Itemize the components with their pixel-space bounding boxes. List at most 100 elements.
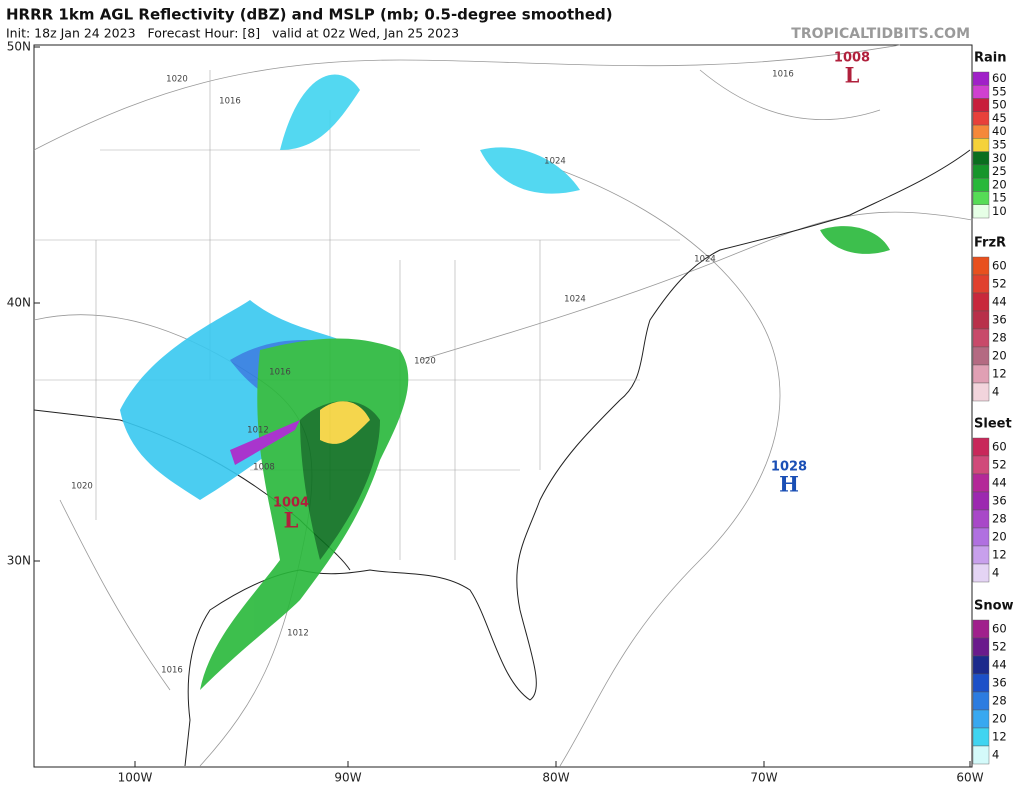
legend-swatch xyxy=(972,346,990,366)
pressure-value: 1008 xyxy=(834,51,870,66)
legend-swatch xyxy=(972,204,990,219)
legend-tick: 60 xyxy=(992,71,1007,85)
legend-swatch xyxy=(972,256,990,276)
lon-label: 80W xyxy=(542,771,569,785)
legend-swatch xyxy=(972,473,990,493)
isobars xyxy=(33,44,973,767)
legend-swatch xyxy=(972,191,990,205)
legend-tick: 45 xyxy=(992,111,1007,125)
lon-label: 60W xyxy=(956,771,983,785)
pressure-center: L xyxy=(845,63,860,88)
legend-swatch xyxy=(972,545,990,565)
pressure-center: H xyxy=(779,472,799,497)
legend-swatch xyxy=(972,124,990,139)
legend-tick: 12 xyxy=(992,548,1007,562)
legend-tick: 28 xyxy=(992,331,1007,345)
subtitle: Init: 18z Jan 24 2023 Forecast Hour: [8]… xyxy=(6,26,459,41)
legend-swatch xyxy=(972,310,990,330)
legend-swatch xyxy=(972,527,990,547)
legend-tick: 44 xyxy=(992,476,1007,490)
legend-tick: 12 xyxy=(992,367,1007,381)
legend-swatch xyxy=(972,727,990,747)
legend-swatch xyxy=(972,177,990,192)
legend-swatch xyxy=(972,364,990,384)
pressure-value: 1004 xyxy=(273,496,309,511)
legend-swatch xyxy=(972,619,990,639)
isobar-label: 1016 xyxy=(772,70,794,80)
pressure-value: 1028 xyxy=(771,460,807,475)
legend-tick: 4 xyxy=(992,566,999,580)
legend-swatch xyxy=(972,455,990,475)
legend-swatch xyxy=(972,745,990,765)
legend-tick: 28 xyxy=(992,512,1007,526)
legend-title: FrzR xyxy=(974,236,1006,251)
isobar-label: 1020 xyxy=(414,357,436,367)
legend-tick: 52 xyxy=(992,458,1007,472)
isobar-label: 1020 xyxy=(71,482,93,492)
legend-tick: 4 xyxy=(992,748,999,762)
legend-tick: 30 xyxy=(992,151,1007,165)
lat-label: 40N xyxy=(7,296,31,310)
legend-title: Sleet xyxy=(974,417,1012,432)
legend-tick: 15 xyxy=(992,191,1007,205)
legend-tick: 60 xyxy=(992,259,1007,273)
legend-tick: 20 xyxy=(992,349,1007,363)
legend-swatch xyxy=(972,673,990,693)
site-name: TROPICALTIDBITS.COM xyxy=(791,26,970,42)
isobar-label: 1024 xyxy=(694,255,716,265)
lon-label: 100W xyxy=(118,771,153,785)
legend-swatch xyxy=(972,164,990,179)
legend-tick: 60 xyxy=(992,622,1007,636)
precipitation xyxy=(120,74,890,690)
isobar-label: 1008 xyxy=(253,463,275,473)
legend-swatch xyxy=(972,328,990,348)
legend-swatch xyxy=(972,71,990,86)
lat-label: 50N xyxy=(7,40,31,54)
legend-tick: 4 xyxy=(992,385,999,399)
legend-swatch xyxy=(972,138,990,152)
legend-tick: 25 xyxy=(992,164,1007,178)
legend-swatch xyxy=(972,98,990,113)
isobar-label: 1016 xyxy=(269,368,291,378)
legend-tick: 52 xyxy=(992,277,1007,291)
legend-title: Rain xyxy=(974,51,1007,66)
legend-tick: 44 xyxy=(992,658,1007,672)
legend-tick: 20 xyxy=(992,712,1007,726)
legend-tick: 20 xyxy=(992,177,1007,191)
legend-swatch xyxy=(972,292,990,312)
legend-tick: 60 xyxy=(992,440,1007,454)
pressure-center: L xyxy=(284,508,299,533)
legend-swatch xyxy=(972,691,990,711)
isobar-label: 1012 xyxy=(247,426,269,436)
title: HRRR 1km AGL Reflectivity (dBZ) and MSLP… xyxy=(6,6,613,24)
legend-tick: 10 xyxy=(992,204,1007,218)
isobar-label: 1016 xyxy=(161,666,183,676)
legend-swatch xyxy=(972,563,990,583)
legend-title: Snow xyxy=(974,599,1014,614)
legend-swatch xyxy=(972,637,990,657)
legend-tick: 52 xyxy=(992,640,1007,654)
legend-swatch xyxy=(972,85,990,99)
legend-swatch xyxy=(972,274,990,294)
legend-swatch xyxy=(972,509,990,529)
isobar-label: 1020 xyxy=(166,75,188,85)
legend-tick: 35 xyxy=(992,138,1007,152)
legend-tick: 12 xyxy=(992,730,1007,744)
legend-swatch xyxy=(972,437,990,457)
legend-swatch xyxy=(972,655,990,675)
lon-label: 70W xyxy=(750,771,777,785)
legend-tick: 50 xyxy=(992,98,1007,112)
lon-label: 90W xyxy=(334,771,361,785)
legend-swatch xyxy=(972,491,990,511)
isobar-label: 1024 xyxy=(564,295,586,305)
legend-tick: 36 xyxy=(992,494,1007,508)
legend-tick: 20 xyxy=(992,530,1007,544)
isobar-label: 1012 xyxy=(287,629,309,639)
legend-tick: 36 xyxy=(992,676,1007,690)
legend-tick: 44 xyxy=(992,295,1007,309)
legend-swatch xyxy=(972,709,990,729)
lat-label: 30N xyxy=(7,554,31,568)
isobar-label: 1016 xyxy=(219,97,241,107)
